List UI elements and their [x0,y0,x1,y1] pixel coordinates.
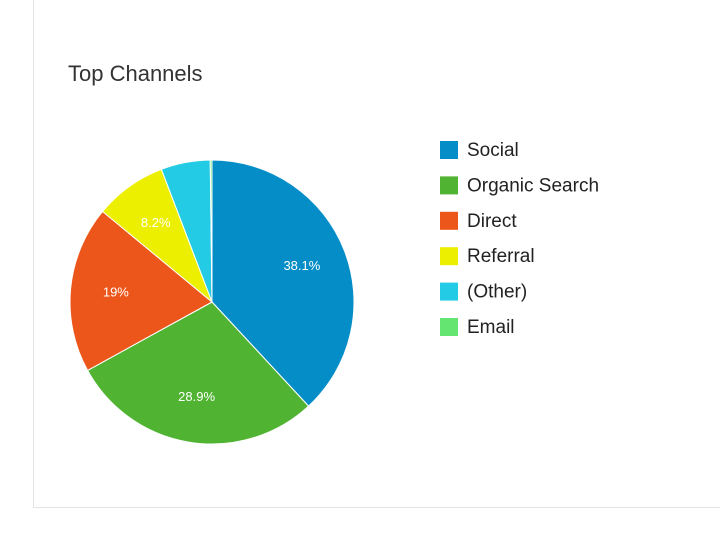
legend-swatch [440,282,458,301]
legend-swatch [440,318,458,336]
legend-label: (Other) [467,282,527,303]
legend-label: Email [467,317,515,338]
legend-swatch [440,176,458,195]
legend-label: Social [467,140,519,161]
data-label: 19% [103,284,129,299]
pie-slice [209,159,213,303]
legend-swatch [440,141,458,159]
data-label: 8.2% [141,215,171,230]
legend-label: Direct [467,211,517,232]
data-label: 38.1% [283,258,320,273]
pie-slice [211,159,355,407]
pie-slice [69,210,213,372]
pie-slice [86,301,310,445]
data-label: 28.9% [178,389,215,404]
legend-swatch [440,211,458,230]
legend-label: Referral [467,246,535,267]
chart-title: Top Channels [68,61,203,86]
legend-swatch [440,247,458,266]
legend-label: Organic Search [467,175,599,196]
